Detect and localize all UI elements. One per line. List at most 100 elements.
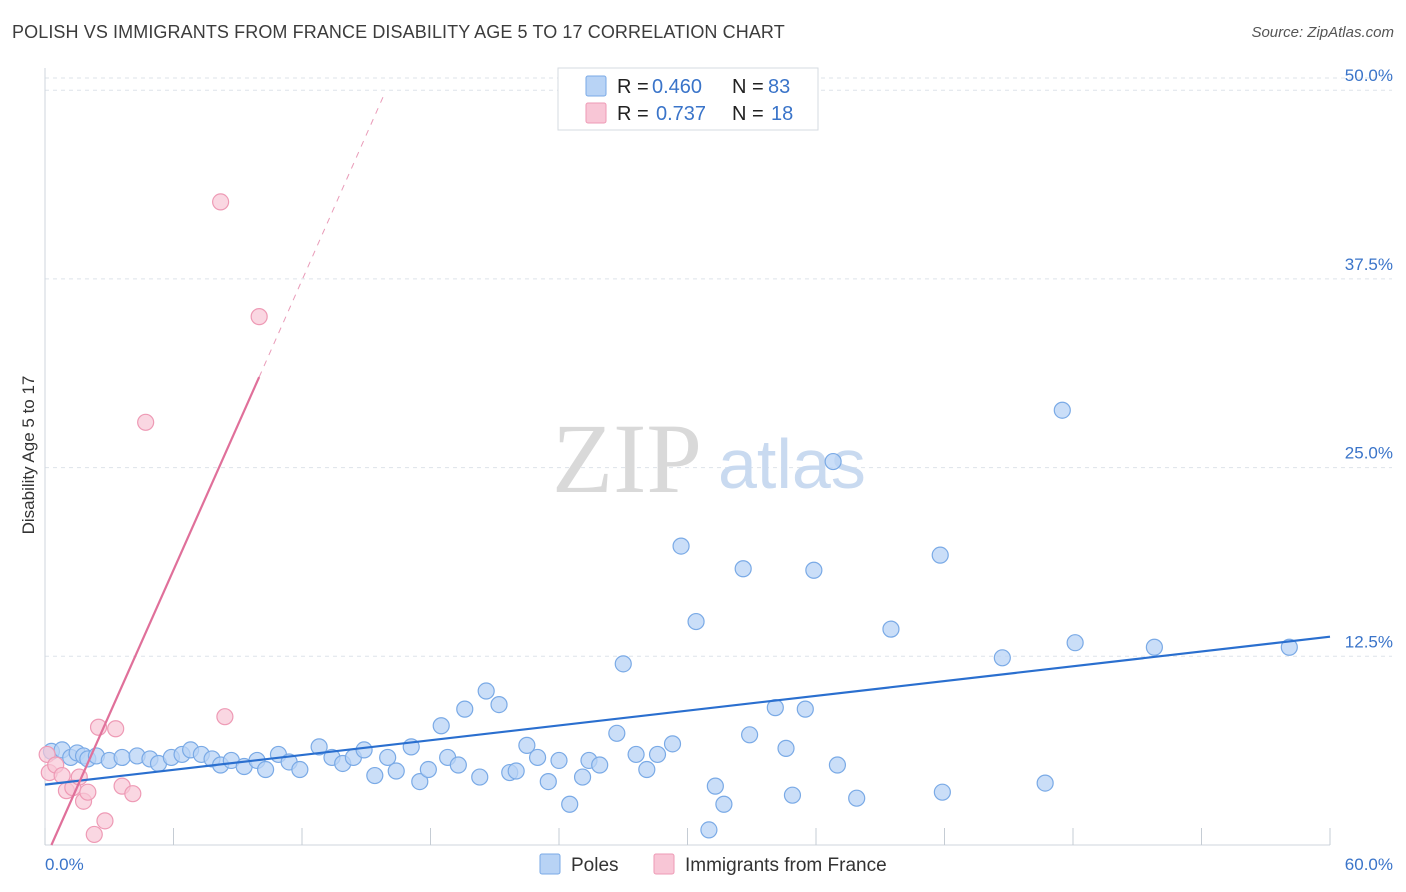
- poles-point-53: [608, 724, 626, 742]
- poles-trend-line: [44, 635, 1331, 786]
- poles-point-61: [700, 821, 718, 839]
- france-point-11: [96, 812, 114, 830]
- poles-point-72: [828, 756, 847, 774]
- poles-point-64: [734, 560, 752, 578]
- watermark-atlas: atlas: [718, 425, 866, 503]
- legend-france-n-label: N =: [732, 103, 764, 125]
- y-axis-label: Disability Age 5 to 17: [19, 376, 38, 535]
- chart-source: Source: ZipAtlas.com: [1251, 24, 1394, 41]
- y-tick-label-0: 12.5%: [1345, 632, 1393, 651]
- y-tick-label-1: 25.0%: [1345, 444, 1393, 463]
- poles-point-49: [561, 795, 579, 813]
- poles-point-80: [1066, 634, 1084, 652]
- poles-point-8: [113, 748, 131, 767]
- france-points: [38, 193, 268, 844]
- poles-point-56: [638, 760, 656, 779]
- poles-point-29: [355, 741, 373, 759]
- poles-point-36: [432, 717, 450, 735]
- france-point-9: [85, 825, 103, 844]
- x-tick-labels: 0.0% 60.0%: [45, 855, 1393, 874]
- poles-point-39: [456, 700, 474, 718]
- france-point-18: [250, 308, 268, 326]
- poles-point-71: [824, 452, 842, 471]
- watermark-zip: ZIP: [552, 403, 702, 514]
- y-tick-label-2: 37.5%: [1345, 255, 1393, 274]
- poles-point-55: [627, 745, 645, 764]
- poles-point-75: [931, 546, 949, 564]
- y-tick-label-3: 50.0%: [1345, 66, 1393, 85]
- poles-point-46: [528, 748, 547, 767]
- france-point-8: [79, 783, 97, 801]
- poles-point-82: [1280, 638, 1298, 656]
- france-point-12: [107, 720, 125, 738]
- france-point-16: [212, 193, 230, 211]
- poles-point-32: [387, 762, 405, 780]
- france-trend-line: [50, 376, 261, 846]
- bottom-legend-france: Immigrants from France: [685, 855, 887, 876]
- poles-point-47: [539, 772, 557, 791]
- trend-lines: [44, 96, 1331, 846]
- legend-france-r-value: 0.737: [656, 103, 706, 125]
- gridlines: [45, 77, 1392, 657]
- poles-point-73: [848, 789, 866, 807]
- legend-poles-r-label: R =: [617, 76, 649, 98]
- legend-france-n-value: 18: [771, 103, 793, 125]
- france-point-14: [124, 785, 142, 803]
- poles-point-65: [741, 726, 759, 744]
- poles-point-41: [477, 682, 495, 700]
- poles-point-69: [796, 700, 814, 718]
- poles-point-78: [1036, 774, 1054, 792]
- poles-point-38: [449, 756, 467, 774]
- poles-point-74: [882, 620, 900, 638]
- poles-point-52: [591, 756, 609, 774]
- france-point-17: [216, 708, 234, 726]
- poles-point-48: [550, 751, 568, 770]
- poles-point-35: [419, 760, 437, 779]
- x-axis-ticks: [44, 828, 1331, 845]
- poles-point-31: [379, 748, 397, 767]
- poles-point-59: [672, 537, 690, 555]
- bottom-legend: Poles Immigrants from France: [539, 853, 887, 876]
- legend-swatch-france: [585, 102, 607, 124]
- poles-point-58: [663, 735, 682, 753]
- legend-box: R = 0.460 N = 83 R = 0.737 N = 18: [557, 67, 819, 131]
- poles-point-21: [256, 760, 275, 779]
- poles-point-34: [411, 772, 429, 791]
- legend-poles-n-label: N =: [732, 76, 764, 98]
- x-tick-label-1: 60.0%: [1345, 855, 1393, 874]
- poles-point-54: [614, 655, 632, 673]
- poles-point-50: [573, 768, 592, 786]
- poles-point-40: [471, 768, 489, 786]
- poles-point-63: [715, 795, 733, 813]
- poles-point-62: [706, 777, 724, 795]
- poles-points: [42, 401, 1298, 839]
- legend-france-r-label: R =: [617, 103, 649, 125]
- poles-point-79: [1053, 401, 1071, 419]
- poles-point-70: [805, 561, 823, 579]
- bottom-legend-swatch-poles: [539, 853, 561, 875]
- france-point-15: [137, 413, 155, 431]
- france-trend-extension: [258, 96, 384, 378]
- poles-point-30: [366, 766, 384, 785]
- chart-title: POLISH VS IMMIGRANTS FROM FRANCE DISABIL…: [12, 22, 785, 42]
- poles-point-25: [310, 738, 328, 756]
- poles-point-57: [648, 745, 667, 764]
- legend-poles-r-value: 0.460: [652, 76, 702, 98]
- poles-point-76: [933, 783, 951, 801]
- poles-point-77: [993, 649, 1011, 667]
- poles-point-42: [490, 696, 508, 714]
- y-tick-labels: 12.5% 25.0% 37.5% 50.0%: [1345, 66, 1393, 651]
- poles-point-67: [777, 739, 795, 757]
- x-tick-label-0: 0.0%: [45, 855, 84, 874]
- bottom-legend-poles: Poles: [571, 855, 619, 876]
- poles-point-68: [783, 786, 802, 804]
- poles-point-81: [1145, 638, 1163, 656]
- poles-point-60: [687, 612, 705, 631]
- bottom-legend-swatch-france: [653, 853, 675, 875]
- poles-point-44: [507, 762, 525, 780]
- poles-point-24: [291, 760, 309, 779]
- legend-poles-n-value: 83: [768, 76, 790, 98]
- legend-swatch-poles: [585, 75, 607, 97]
- poles-point-45: [518, 736, 536, 754]
